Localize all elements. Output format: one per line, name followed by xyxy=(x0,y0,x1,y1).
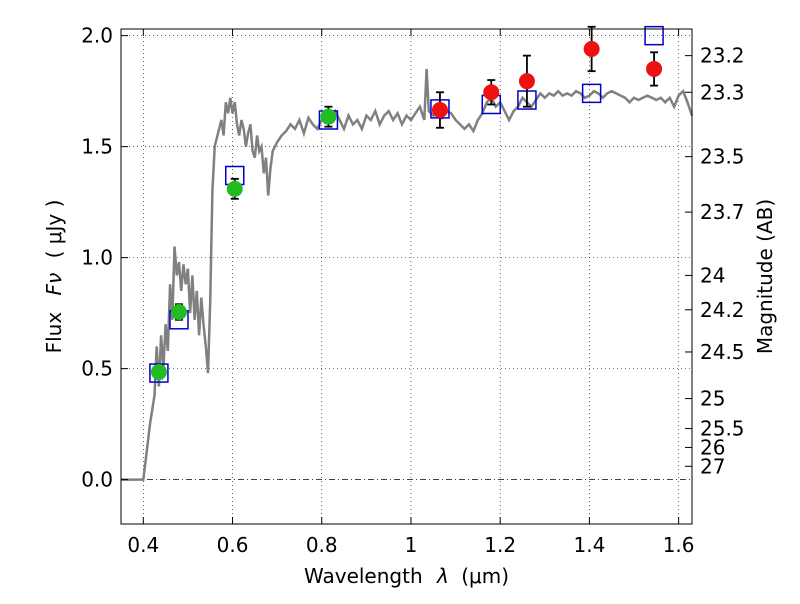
plot-frame xyxy=(120,28,693,525)
magnitude-tick-label: 23.2 xyxy=(700,44,745,68)
model-photometry-square xyxy=(644,25,664,46)
x-tick-label: 1 xyxy=(405,533,418,557)
y-axis-label-text: Flux xyxy=(42,312,66,354)
axis-ticks: 0.4 0.6 0.8 1 1.2 1.4 1.6 0.0 0.5 1.0 1.5 2.0 23.2 23… xyxy=(81,24,744,557)
data-markers xyxy=(149,25,664,383)
y-axis-label-symbol: Fν xyxy=(42,273,66,296)
y-tick-label: 0.0 xyxy=(81,468,113,492)
magnitude-tick-label: 25.5 xyxy=(700,417,745,441)
observed-flux-point xyxy=(483,84,500,101)
y-tick-label: 1.5 xyxy=(81,135,113,159)
magnitude-tick-label: 23.7 xyxy=(700,200,745,224)
model-photometry-square xyxy=(581,83,602,104)
observed-flux-point xyxy=(170,304,187,321)
magnitude-tick-label: 25 xyxy=(700,387,725,411)
observed-flux-point xyxy=(518,73,535,90)
magnitude-tick-label: 24 xyxy=(700,263,725,287)
y-tick-label: 0.5 xyxy=(81,357,113,381)
grid-lines xyxy=(121,29,692,524)
x-axis-label-text: Wavelength xyxy=(304,564,423,588)
y-tick-label: 1.0 xyxy=(81,246,113,270)
x-axis-label: Wavelength λ (μm) xyxy=(304,564,509,588)
x-tick-label: 0.6 xyxy=(217,533,249,557)
observed-flux-point xyxy=(646,60,663,77)
x-tick-label: 1.6 xyxy=(663,533,695,557)
observed-flux-point xyxy=(320,108,337,125)
y-axis-label-unit: ( μJy ) xyxy=(42,200,66,259)
magnitude-tick-label: 23.5 xyxy=(700,145,745,169)
magnitude-tick-label: 24.2 xyxy=(700,298,745,322)
x-tick-label: 1.2 xyxy=(484,533,516,557)
x-tick-label: 0.8 xyxy=(306,533,338,557)
x-axis-label-symbol: λ xyxy=(436,564,449,588)
magnitude-tick-label: 23.3 xyxy=(700,80,745,104)
x-tick-label: 0.4 xyxy=(127,533,159,557)
observed-flux-point xyxy=(226,180,243,197)
magnitude-tick-label: 24.5 xyxy=(700,340,745,364)
model-spectrum-line xyxy=(121,68,694,481)
observed-flux-point xyxy=(431,102,448,119)
x-tick-label: 1.4 xyxy=(573,533,605,557)
magnitude-tick-label: 26 xyxy=(700,435,725,459)
observed-flux-point xyxy=(150,363,167,380)
y-tick-label: 2.0 xyxy=(81,24,113,48)
magnitude-tick-label: 27 xyxy=(700,454,725,478)
y-axis-label: Flux Fν ( μJy ) xyxy=(42,200,66,354)
magnitude-axis-label: Magnitude (AB) xyxy=(753,199,777,354)
observed-flux-point xyxy=(583,40,600,57)
x-axis-label-unit: (μm) xyxy=(461,564,509,588)
